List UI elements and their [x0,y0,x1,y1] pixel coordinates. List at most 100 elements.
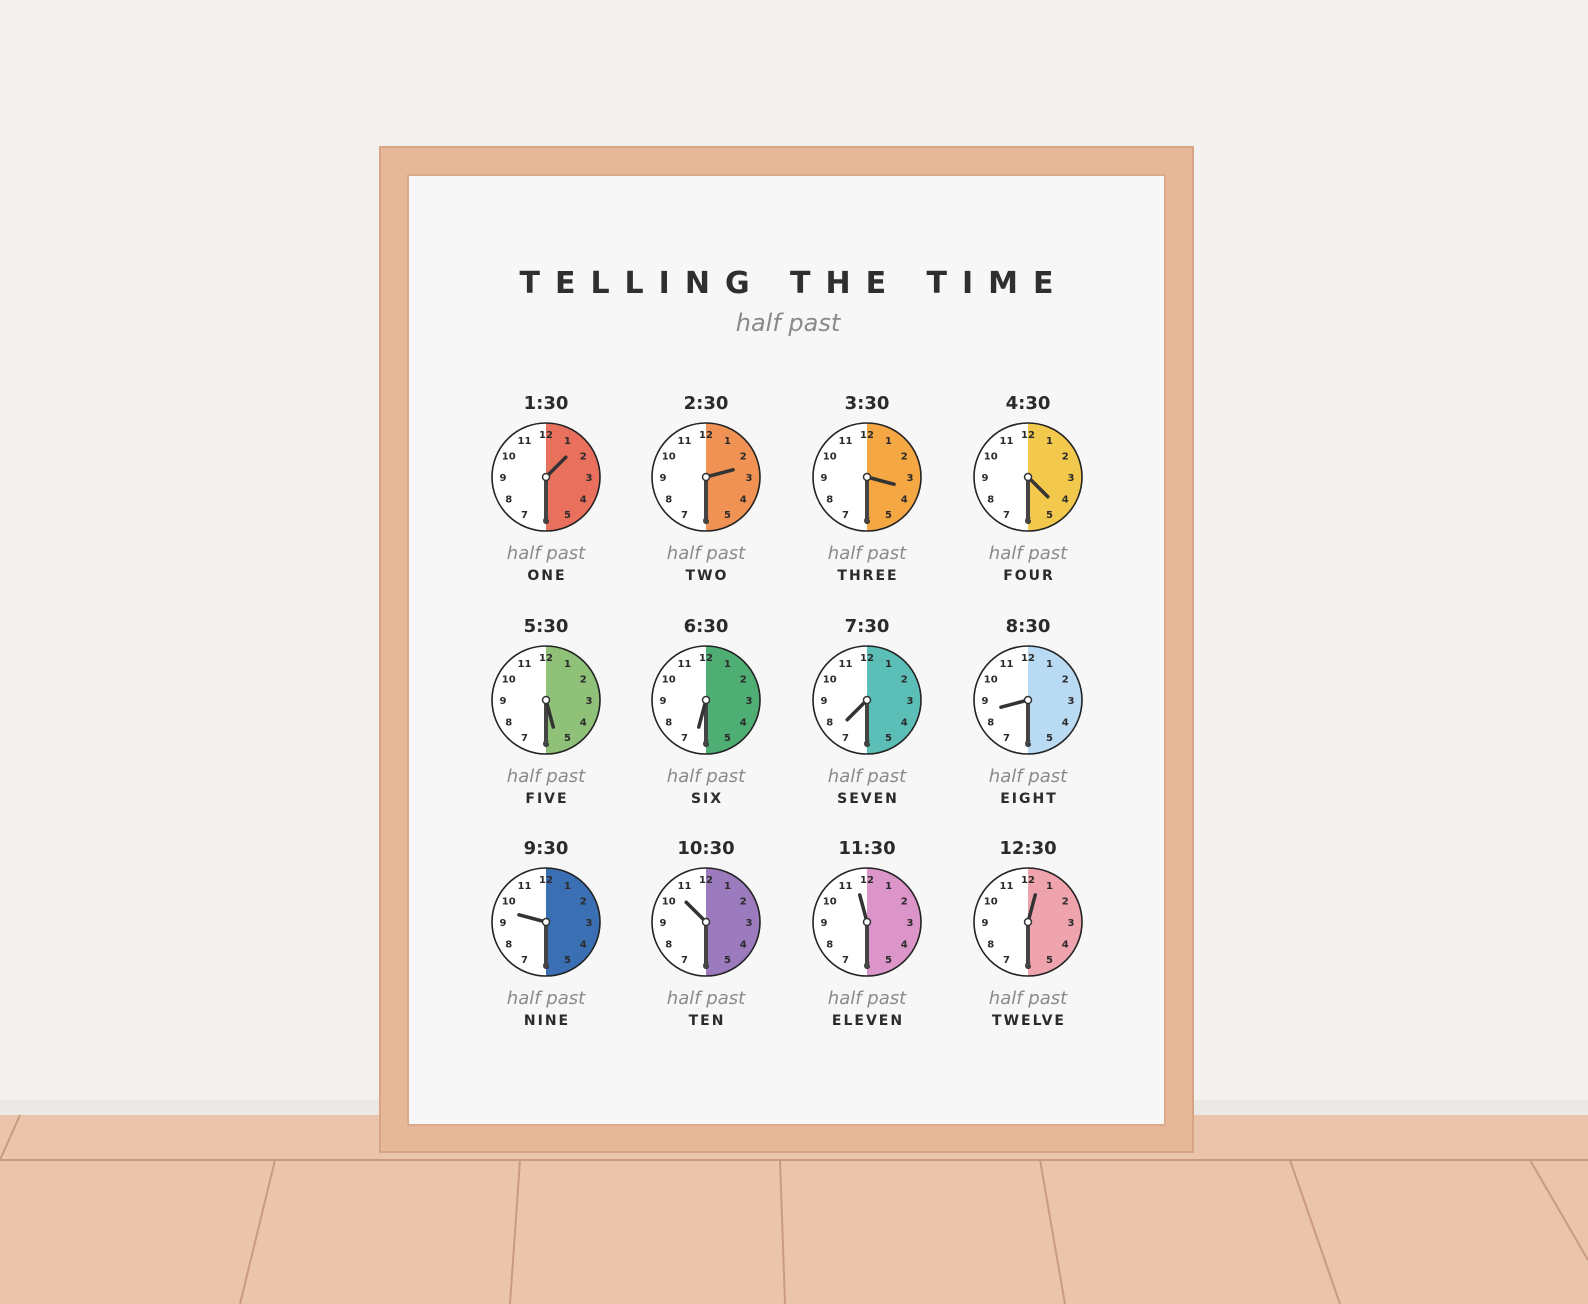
hour-hand [999,698,1030,709]
hour-hand [1026,893,1037,924]
clock-word: NINE [524,1013,570,1029]
clock-word: ELEVEN [832,1013,904,1029]
clock-half [546,646,600,754]
dial-number: 11 [518,659,532,670]
dial-number: 3 [746,473,753,484]
clock-word: EIGHT [1000,791,1058,807]
dial-number: 8 [826,940,833,951]
clock-half [546,868,600,976]
dial-number: 4 [580,940,587,951]
dial-number: 5 [564,733,571,744]
dial-number: 3 [746,696,753,707]
hour-hand [865,475,896,486]
dial-number: 12 [539,875,553,886]
dial-number: 12 [699,653,713,664]
dial-number: 10 [662,675,676,686]
clock-caption: half past [828,988,907,1009]
dial-number: 1 [885,659,892,670]
dial-number: 11 [839,436,853,447]
clock-word: TWO [686,568,729,584]
clock-word: FIVE [525,791,568,807]
clock-half [867,868,921,976]
dial-number: 4 [1062,940,1069,951]
dial-number: 9 [821,918,828,929]
dial-number: 4 [1062,718,1069,729]
dial-number: 4 [740,940,747,951]
clock-time: 5:30 [524,616,569,637]
hub [701,917,711,927]
dial-number: 5 [1046,955,1053,966]
dial-number: 2 [901,452,908,463]
clock-rim [812,422,922,532]
dial-number: 10 [823,452,837,463]
clock-time: 10:30 [677,838,734,859]
dial-number: 8 [505,940,512,951]
dial-number: 10 [984,897,998,908]
dial-number: 3 [1068,473,1075,484]
clock-half [706,646,760,754]
dial-number: 10 [823,897,837,908]
dial-number: 1 [1046,436,1053,447]
hub [1023,917,1033,927]
dial-number: 12 [539,653,553,664]
dial-number: 1 [885,881,892,892]
clock-half [867,423,921,531]
dial-number: 10 [502,897,516,908]
dial-number: 4 [580,718,587,729]
hub [541,917,551,927]
dial-number: 4 [1062,495,1069,506]
dial-number: 11 [678,659,692,670]
dial-number: 4 [901,718,908,729]
dial-number: 2 [740,675,747,686]
clock-time: 7:30 [845,616,890,637]
dial-number: 3 [1068,918,1075,929]
clock-rim [973,867,1083,977]
dial-number: 9 [982,696,989,707]
dial-number: 7 [681,733,688,744]
clock-caption: half past [667,766,746,787]
dial-number: 1 [1046,881,1053,892]
dial-number: 10 [662,897,676,908]
dial-number: 9 [660,918,667,929]
dial-number: 5 [885,733,892,744]
clock-time: 11:30 [838,838,895,859]
clock-half [867,646,921,754]
dial-number: 8 [665,495,672,506]
dial-number: 7 [681,510,688,521]
dial-number: 3 [586,918,593,929]
clock-rim [973,645,1083,755]
dial-number: 11 [839,659,853,670]
dial-number: 5 [885,955,892,966]
dial-number: 5 [724,733,731,744]
clock-caption: half past [828,766,907,787]
dial-number: 11 [1000,881,1014,892]
dial-number: 7 [842,510,849,521]
dial-number: 7 [681,955,688,966]
dial-number: 2 [740,452,747,463]
dial-number: 5 [564,510,571,521]
hub [541,695,551,705]
clock-rim [651,645,761,755]
hub [862,695,872,705]
dial-number: 1 [564,659,571,670]
dial-number: 9 [982,473,989,484]
dial-number: 7 [1003,955,1010,966]
dial-number: 2 [1062,675,1069,686]
dial-number: 5 [1046,733,1053,744]
dial-number: 8 [987,718,994,729]
clock-time: 1:30 [524,393,569,414]
dial-number: 9 [660,696,667,707]
dial-number: 2 [1062,897,1069,908]
dial-number: 4 [901,940,908,951]
clock-word: FOUR [1003,568,1055,584]
dial-number: 11 [1000,659,1014,670]
clock-word: TWELVE [992,1013,1066,1029]
hub [701,695,711,705]
clock-caption: half past [507,988,586,1009]
